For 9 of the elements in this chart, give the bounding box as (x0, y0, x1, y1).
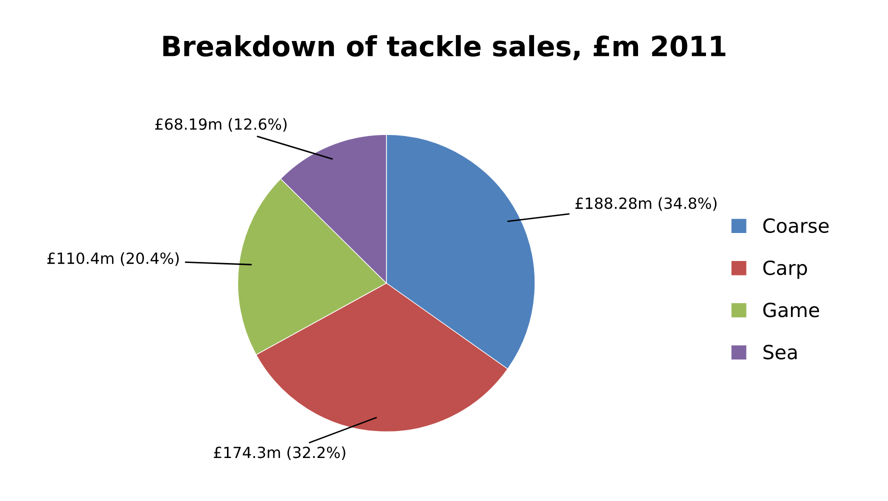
data-label: £174.3m (32.2%) (214, 446, 346, 460)
legend-label: Sea (763, 344, 797, 360)
data-label: £188.28m (34.8%) (575, 197, 717, 211)
data-label: £110.4m (20.4%) (47, 252, 179, 266)
legend-label: Game (763, 302, 820, 318)
legend-label: Coarse (763, 218, 829, 233)
chart-title: Breakdown of tackle sales, £m 2011 (163, 35, 726, 60)
data-label: £68.19m (12.6%) (155, 118, 287, 132)
legend-label: Carp (763, 260, 807, 279)
